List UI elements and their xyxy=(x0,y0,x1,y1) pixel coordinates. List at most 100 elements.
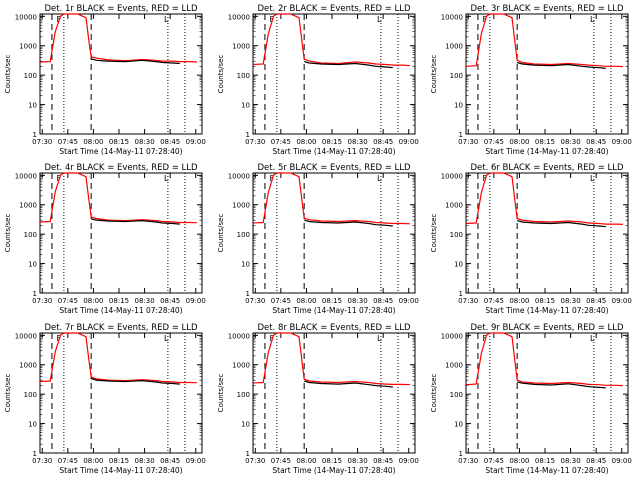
x-tick-label: 08:30 xyxy=(347,138,367,146)
y-tick-label: 100 xyxy=(24,231,37,239)
flag-annotation: L xyxy=(590,15,595,24)
y-tick-label: 10 xyxy=(241,102,250,110)
x-tick-label: 07:45 xyxy=(484,297,504,305)
y-tick-label: 10000 xyxy=(228,172,250,180)
x-tick-label: 07:45 xyxy=(271,297,291,305)
y-tick-label: 10 xyxy=(28,421,37,429)
y-tick-label: 1 xyxy=(33,131,37,139)
y-tick-label: 1000 xyxy=(445,43,463,51)
x-tick-label: 09:00 xyxy=(399,457,419,465)
panel-title: Det. 8r BLACK = Events, RED = LLD xyxy=(257,323,411,333)
y-tick-label: 10000 xyxy=(228,13,250,21)
x-tick-label: 08:45 xyxy=(586,138,606,146)
x-tick-label: 08:45 xyxy=(373,297,393,305)
panel-title: Det. 4r BLACK = Events, RED = LLD xyxy=(44,163,198,173)
lld-line xyxy=(39,13,197,63)
events-line xyxy=(517,220,606,228)
x-tick-label: 09:00 xyxy=(399,138,419,146)
x-tick-label: 09:00 xyxy=(612,138,632,146)
x-tick-label: 07:45 xyxy=(58,138,78,146)
y-tick-label: 1 xyxy=(246,290,250,298)
flag-annotation: L xyxy=(377,334,382,343)
x-tick-label: 08:00 xyxy=(296,457,316,465)
y-tick-label: 10000 xyxy=(228,332,250,340)
x-tick-label: 07:30 xyxy=(245,297,265,305)
axes-frame xyxy=(252,332,416,454)
x-tick-label: 08:45 xyxy=(586,297,606,305)
panel-2: Det. 2r BLACK = Events, RED = LLD 1 10 100 1… xyxy=(217,4,419,156)
x-tick-label: 08:15 xyxy=(322,297,342,305)
panel-3: Det. 3r BLACK = Events, RED = LLD 1 10 100 1… xyxy=(430,4,632,156)
y-tick-label: 10000 xyxy=(15,13,37,21)
x-tick-label: 08:00 xyxy=(296,138,316,146)
y-tick-label: 100 xyxy=(24,391,37,399)
x-axis-label: Start Time (14-May-11 07:28:40) xyxy=(272,147,395,156)
y-tick-label: 1000 xyxy=(19,202,37,210)
axes-frame xyxy=(465,13,629,135)
y-tick-label: 10000 xyxy=(15,172,37,180)
y-tick-label: 1000 xyxy=(445,362,463,370)
x-axis-label: Start Time (14-May-11 07:28:40) xyxy=(485,466,608,475)
x-tick-label: 08:45 xyxy=(160,138,180,146)
y-axis-label: Counts/sec xyxy=(4,55,12,94)
x-axis-label: Start Time (14-May-11 07:28:40) xyxy=(59,466,182,475)
y-tick-label: 10 xyxy=(28,102,37,110)
axes-frame xyxy=(39,332,203,454)
x-tick-label: 07:30 xyxy=(32,138,52,146)
y-tick-label: 1 xyxy=(33,290,37,298)
y-tick-label: 10000 xyxy=(441,332,463,340)
y-tick-label: 100 xyxy=(450,72,463,80)
x-tick-label: 09:00 xyxy=(399,297,419,305)
lld-line xyxy=(252,172,410,225)
flag-annotation: L xyxy=(164,15,169,24)
x-axis-label: Start Time (14-May-11 07:28:40) xyxy=(272,306,395,315)
panel-title: Det. 1r BLACK = Events, RED = LLD xyxy=(44,4,198,14)
x-tick-label: 08:00 xyxy=(509,138,529,146)
x-tick-label: 08:00 xyxy=(83,297,103,305)
x-tick-label: 08:30 xyxy=(560,138,580,146)
x-tick-label: 08:45 xyxy=(373,138,393,146)
events-line xyxy=(304,219,393,227)
x-axis-label: Start Time (14-May-11 07:28:40) xyxy=(272,466,395,475)
lld-line xyxy=(465,332,623,387)
axes-frame xyxy=(39,172,203,294)
events-line xyxy=(91,58,180,65)
x-axis-label: Start Time (14-May-11 07:28:40) xyxy=(485,306,608,315)
flag-annotation: L xyxy=(590,174,595,183)
x-tick-label: 07:45 xyxy=(271,457,291,465)
x-tick-label: 07:45 xyxy=(271,138,291,146)
x-tick-label: 08:45 xyxy=(373,457,393,465)
y-axis-label: Counts/sec xyxy=(430,55,438,94)
x-tick-label: 08:15 xyxy=(109,138,129,146)
y-axis-label: Counts/sec xyxy=(4,214,12,253)
y-axis-label: Counts/sec xyxy=(4,374,12,413)
x-tick-label: 08:45 xyxy=(160,297,180,305)
x-tick-label: 08:15 xyxy=(535,138,555,146)
x-tick-label: 09:00 xyxy=(612,297,632,305)
events-line xyxy=(517,61,606,69)
x-tick-label: 08:30 xyxy=(134,297,154,305)
x-tick-label: 08:15 xyxy=(109,457,129,465)
flag-annotation: L xyxy=(377,174,382,183)
x-tick-label: 09:00 xyxy=(612,457,632,465)
y-tick-label: 1 xyxy=(459,131,463,139)
x-tick-label: 08:30 xyxy=(347,297,367,305)
y-tick-label: 10000 xyxy=(441,13,463,21)
y-axis-label: Counts/sec xyxy=(430,374,438,413)
x-tick-label: 08:15 xyxy=(535,297,555,305)
lld-line xyxy=(39,332,197,384)
panel-7: Det. 7r BLACK = Events, RED = LLD 1 10 100 1… xyxy=(4,323,206,475)
panel-4: Det. 4r BLACK = Events, RED = LLD 1 10 100 1… xyxy=(4,163,206,315)
y-axis-label: Counts/sec xyxy=(217,374,225,413)
x-tick-label: 08:15 xyxy=(109,297,129,305)
y-tick-label: 1 xyxy=(246,131,250,139)
x-tick-label: 08:00 xyxy=(296,297,316,305)
events-line xyxy=(304,61,393,69)
x-tick-label: 09:00 xyxy=(186,138,206,146)
y-tick-label: 1000 xyxy=(232,43,250,51)
y-tick-label: 10 xyxy=(454,261,463,269)
x-axis-label: Start Time (14-May-11 07:28:40) xyxy=(59,306,182,315)
x-axis-label: Start Time (14-May-11 07:28:40) xyxy=(59,147,182,156)
y-tick-label: 1000 xyxy=(19,43,37,51)
panel-6: Det. 6r BLACK = Events, RED = LLD 1 10 100 1… xyxy=(430,163,632,315)
